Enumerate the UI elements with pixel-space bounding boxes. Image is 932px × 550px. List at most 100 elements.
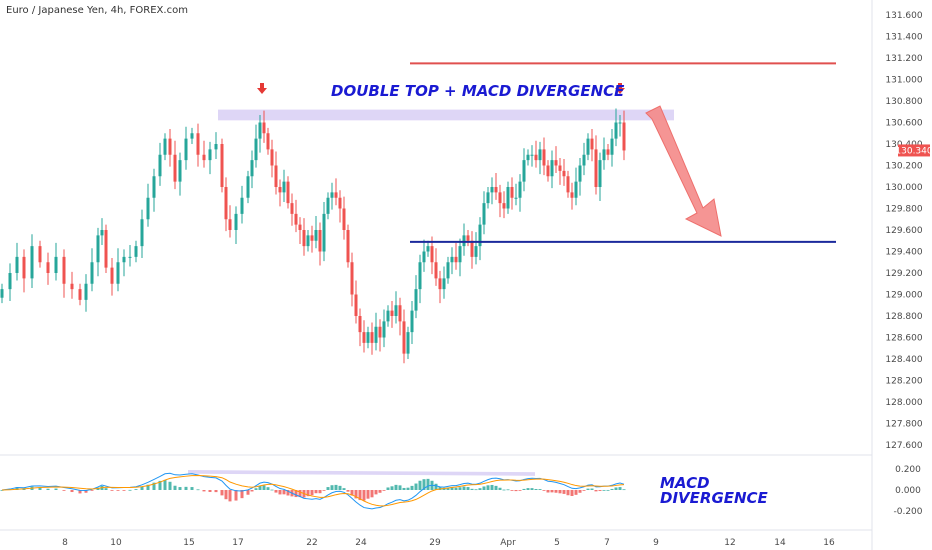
candle-body <box>306 235 310 247</box>
time-tick-label: 22 <box>306 538 317 548</box>
candle-body <box>302 230 306 247</box>
price-tick-label: 130.200 <box>885 162 922 172</box>
macd-histogram-bar <box>90 490 94 491</box>
top-marker-stem <box>618 83 622 88</box>
macd-histogram-bar <box>586 488 590 490</box>
macd-histogram-bar <box>70 490 74 493</box>
macd-histogram-bar <box>574 490 578 495</box>
candle-body <box>266 133 270 150</box>
candle-body <box>326 197 330 214</box>
macd-histogram-bar <box>46 488 50 490</box>
candle-body <box>390 310 394 316</box>
macd-histogram-bar <box>128 489 132 491</box>
candle-body <box>402 321 406 354</box>
candle-body <box>270 149 274 166</box>
price-tick-label: 129.200 <box>885 269 922 279</box>
macd-histogram-bar <box>254 488 258 490</box>
candle-body <box>152 176 156 198</box>
candle-body <box>382 321 386 338</box>
macd-histogram-bar <box>250 490 254 492</box>
macd-histogram-bar <box>104 488 108 490</box>
candle-body <box>478 224 482 247</box>
macd-histogram-bar <box>220 490 224 496</box>
candle-body <box>530 154 534 156</box>
time-axis[interactable]: 8 10 15 17 22 24 29 Apr 5 7 9 12 14 16 <box>62 538 835 548</box>
macd-histogram-bar <box>434 483 438 490</box>
macd-histogram-bar <box>510 490 514 491</box>
time-tick-label: 29 <box>429 538 441 548</box>
candle-body <box>262 122 266 134</box>
candle-body <box>15 256 19 273</box>
candle-body <box>446 262 450 279</box>
projection-arrow <box>645 105 722 237</box>
macd-histogram-bar <box>298 490 302 498</box>
candle-body <box>314 230 318 241</box>
macd-histogram-bar <box>0 490 4 491</box>
macd-histogram-bar <box>78 490 82 494</box>
macd-histogram-bar <box>334 484 338 490</box>
candle-body <box>374 326 378 343</box>
macd-histogram-bar <box>173 485 177 490</box>
macd-histogram-bar <box>622 489 626 491</box>
time-tick-label: 8 <box>62 538 68 548</box>
candle-body <box>458 246 462 263</box>
macd-histogram-bar <box>506 489 510 491</box>
candle-body <box>362 332 366 343</box>
macd-histogram-bar <box>338 485 342 490</box>
macd-histogram-bar <box>146 484 150 490</box>
price-tick-label: 129.000 <box>885 291 922 301</box>
candle-body <box>554 160 558 166</box>
last-price-tag <box>898 144 930 157</box>
main-annotation: DOUBLE TOP + MACD DIVERGENCE <box>331 82 625 100</box>
macd-histogram-bar <box>246 490 250 495</box>
time-tick-label: 10 <box>110 538 122 548</box>
candle-body <box>258 122 262 139</box>
macd-histogram-bar <box>486 485 490 490</box>
candle-body <box>240 197 244 214</box>
macd-histogram-bar <box>350 490 354 496</box>
price-tick-label: 130.000 <box>885 183 922 193</box>
candle-body <box>534 154 538 161</box>
macd-histogram-bar <box>378 490 382 493</box>
time-tick-label: 16 <box>823 538 835 548</box>
macd-histogram-bar <box>558 490 562 494</box>
macd-tick-label: 0.200 <box>895 465 921 475</box>
candle-body <box>586 138 590 155</box>
macd-histogram-bar <box>610 488 614 490</box>
chart-title: Euro / Japanese Yen, 4h, FOREX.com <box>6 5 188 16</box>
macd-histogram-bar <box>522 488 526 490</box>
overlay-layer <box>257 62 836 243</box>
candle-body <box>370 332 374 343</box>
candle-body <box>338 197 342 209</box>
macd-histogram-bar <box>394 484 398 490</box>
price-tick-label: 129.600 <box>885 226 922 236</box>
macd-histogram-bar <box>478 488 482 490</box>
macd-histogram-bar <box>594 490 598 492</box>
candle-body <box>38 246 42 263</box>
candle-body <box>78 289 82 300</box>
macd-histogram-bar <box>358 490 362 501</box>
resistance-zone <box>218 109 674 121</box>
macd-histogram-bar <box>184 486 188 490</box>
candle-body <box>438 278 442 290</box>
macd-histogram-bar <box>228 490 232 502</box>
candle-body <box>462 235 466 247</box>
candle-body <box>220 144 224 187</box>
price-tick-label: 128.400 <box>885 355 922 365</box>
price-axis[interactable]: 131.600 131.400 131.200 131.000 130.800 130.6… <box>885 11 932 517</box>
candle-body <box>442 278 446 290</box>
candle-body <box>450 256 454 263</box>
macd-histogram-bar <box>446 487 450 490</box>
price-tick-label: 129.400 <box>885 248 922 258</box>
macd-histogram-bar <box>502 489 506 491</box>
candle-body <box>594 149 598 187</box>
candle-body <box>558 165 562 171</box>
candle-body <box>618 122 622 124</box>
candle-body <box>430 246 434 263</box>
candle-body <box>128 256 132 258</box>
macd-histogram-bar <box>140 486 144 490</box>
macd-histogram-bar <box>208 490 212 492</box>
macd-histogram-bar <box>54 488 58 490</box>
macd-divergence-zone <box>188 470 535 476</box>
